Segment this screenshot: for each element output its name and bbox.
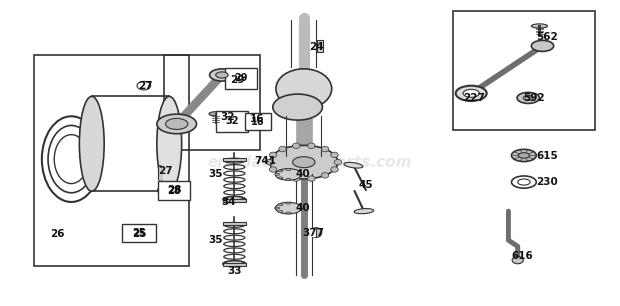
- Text: 40: 40: [295, 170, 310, 179]
- Circle shape: [531, 40, 554, 51]
- Text: 616: 616: [511, 251, 533, 260]
- Bar: [223, 263, 246, 266]
- Ellipse shape: [308, 176, 315, 181]
- Circle shape: [512, 149, 536, 162]
- Circle shape: [518, 179, 530, 185]
- Text: 230: 230: [536, 177, 558, 187]
- Text: 28: 28: [167, 186, 181, 196]
- Ellipse shape: [209, 112, 223, 116]
- Ellipse shape: [279, 173, 286, 178]
- Ellipse shape: [512, 256, 523, 264]
- Ellipse shape: [331, 167, 339, 172]
- Text: 45: 45: [358, 180, 373, 190]
- Ellipse shape: [278, 170, 283, 172]
- Ellipse shape: [286, 212, 291, 214]
- Text: 741: 741: [254, 156, 277, 166]
- Bar: [245, 113, 271, 130]
- Circle shape: [270, 145, 338, 179]
- Text: 16: 16: [250, 114, 265, 124]
- Ellipse shape: [286, 169, 291, 170]
- Ellipse shape: [279, 146, 286, 152]
- Bar: [164, 55, 260, 150]
- Text: ereplacementparts.com: ereplacementparts.com: [208, 155, 412, 170]
- Ellipse shape: [321, 146, 329, 152]
- Ellipse shape: [321, 173, 329, 178]
- Ellipse shape: [223, 196, 246, 203]
- Bar: [310, 228, 316, 237]
- Ellipse shape: [266, 159, 273, 165]
- Text: 29: 29: [230, 75, 245, 84]
- Ellipse shape: [286, 178, 291, 180]
- Circle shape: [517, 92, 539, 103]
- Ellipse shape: [275, 202, 301, 214]
- Circle shape: [456, 86, 487, 101]
- Ellipse shape: [223, 261, 246, 267]
- Text: 377: 377: [302, 228, 324, 237]
- Circle shape: [157, 114, 197, 134]
- Circle shape: [523, 95, 533, 100]
- Text: 24: 24: [309, 43, 324, 52]
- Text: 26: 26: [50, 229, 64, 239]
- Text: 35: 35: [208, 235, 223, 245]
- Text: 40: 40: [295, 203, 310, 213]
- Ellipse shape: [275, 207, 280, 209]
- Ellipse shape: [79, 96, 104, 191]
- Ellipse shape: [311, 228, 322, 237]
- Text: 25: 25: [133, 228, 146, 238]
- Text: 32: 32: [220, 112, 235, 122]
- Text: 27: 27: [158, 166, 173, 176]
- Bar: [225, 68, 257, 89]
- Text: 16: 16: [251, 117, 265, 127]
- Text: 28: 28: [167, 185, 182, 195]
- Text: 227: 227: [463, 93, 485, 103]
- Circle shape: [518, 153, 529, 158]
- Ellipse shape: [344, 162, 363, 168]
- Ellipse shape: [286, 202, 291, 204]
- Circle shape: [463, 89, 479, 97]
- Text: 615: 615: [536, 151, 558, 161]
- Ellipse shape: [275, 169, 301, 180]
- Ellipse shape: [276, 69, 332, 109]
- Ellipse shape: [531, 24, 547, 28]
- Ellipse shape: [334, 159, 342, 165]
- Text: 29: 29: [234, 73, 248, 83]
- Bar: [223, 158, 246, 161]
- Ellipse shape: [275, 174, 280, 175]
- Ellipse shape: [293, 143, 300, 148]
- Text: 34: 34: [221, 197, 236, 207]
- Ellipse shape: [269, 152, 277, 158]
- Ellipse shape: [157, 96, 182, 191]
- Bar: [122, 224, 156, 242]
- Text: 592: 592: [524, 93, 545, 103]
- Bar: [317, 40, 323, 52]
- Bar: [453, 11, 595, 130]
- Ellipse shape: [278, 211, 283, 212]
- Ellipse shape: [354, 209, 374, 214]
- Text: 562: 562: [536, 32, 558, 42]
- Ellipse shape: [278, 177, 283, 179]
- Text: 35: 35: [208, 170, 223, 179]
- Ellipse shape: [308, 143, 315, 148]
- Ellipse shape: [293, 176, 300, 181]
- Bar: [216, 111, 248, 132]
- Ellipse shape: [278, 204, 283, 206]
- Bar: [223, 222, 246, 225]
- Bar: [223, 199, 246, 202]
- Ellipse shape: [331, 152, 339, 158]
- Text: 32: 32: [225, 116, 239, 126]
- Circle shape: [293, 157, 315, 168]
- Bar: [34, 55, 189, 266]
- Circle shape: [210, 69, 234, 81]
- Bar: [158, 181, 190, 200]
- Text: 33: 33: [227, 266, 242, 276]
- Text: 25: 25: [132, 229, 147, 239]
- Ellipse shape: [269, 167, 277, 172]
- Ellipse shape: [273, 94, 322, 120]
- Text: 27: 27: [138, 81, 153, 91]
- Circle shape: [166, 118, 188, 129]
- Circle shape: [216, 72, 228, 78]
